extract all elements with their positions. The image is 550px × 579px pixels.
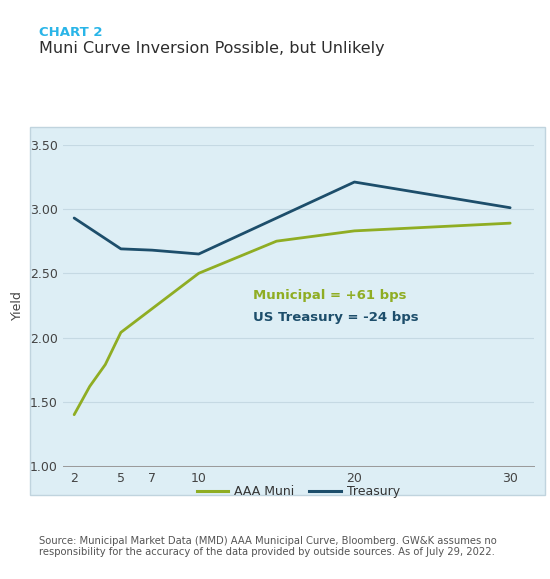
Y-axis label: Yield: Yield — [11, 291, 24, 320]
Legend: AAA Muni, Treasury: AAA Muni, Treasury — [192, 480, 405, 503]
Text: Municipal = +61 bps: Municipal = +61 bps — [253, 289, 406, 302]
Text: Muni Curve Inversion Possible, but Unlikely: Muni Curve Inversion Possible, but Unlik… — [39, 41, 384, 56]
Text: US Treasury = -24 bps: US Treasury = -24 bps — [253, 311, 419, 324]
Text: CHART 2: CHART 2 — [39, 26, 102, 39]
Text: Source: Municipal Market Data (MMD) AAA Municipal Curve, Bloomberg. GW&K assumes: Source: Municipal Market Data (MMD) AAA … — [39, 536, 496, 557]
